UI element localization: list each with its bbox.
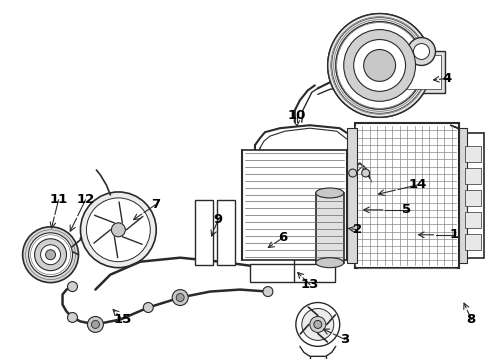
Text: 7: 7 xyxy=(151,198,160,211)
Bar xyxy=(401,55,441,89)
Text: 11: 11 xyxy=(49,193,68,206)
Text: 12: 12 xyxy=(76,193,95,206)
Circle shape xyxy=(314,320,322,328)
Circle shape xyxy=(362,169,369,177)
Circle shape xyxy=(28,233,73,276)
Circle shape xyxy=(87,316,103,332)
Bar xyxy=(466,146,481,162)
Bar xyxy=(242,150,347,260)
Circle shape xyxy=(68,282,77,292)
Circle shape xyxy=(302,309,334,340)
Circle shape xyxy=(354,40,406,91)
Bar xyxy=(463,133,484,258)
Bar xyxy=(250,264,335,282)
Circle shape xyxy=(310,316,326,332)
Bar xyxy=(355,123,460,268)
Ellipse shape xyxy=(316,258,343,268)
Bar xyxy=(466,212,481,228)
Text: 6: 6 xyxy=(278,231,288,244)
Text: 15: 15 xyxy=(113,313,131,326)
Circle shape xyxy=(336,22,423,109)
Bar xyxy=(466,168,481,184)
Circle shape xyxy=(86,198,150,262)
Circle shape xyxy=(296,302,340,346)
Text: 8: 8 xyxy=(467,313,476,326)
Circle shape xyxy=(46,250,55,260)
Circle shape xyxy=(343,30,416,101)
Text: 2: 2 xyxy=(353,223,362,236)
Bar xyxy=(460,128,467,263)
Text: 4: 4 xyxy=(443,72,452,85)
Ellipse shape xyxy=(316,188,343,198)
Circle shape xyxy=(172,289,188,306)
Text: 1: 1 xyxy=(450,228,459,241)
Circle shape xyxy=(143,302,153,312)
Circle shape xyxy=(176,293,184,302)
Bar xyxy=(397,51,445,93)
Bar xyxy=(466,234,481,250)
Circle shape xyxy=(408,37,436,66)
Circle shape xyxy=(263,287,273,297)
Circle shape xyxy=(328,14,432,117)
Text: 10: 10 xyxy=(288,109,306,122)
Bar xyxy=(347,128,357,263)
Text: 5: 5 xyxy=(402,203,411,216)
Bar xyxy=(466,190,481,206)
Circle shape xyxy=(328,14,432,117)
Text: 3: 3 xyxy=(340,333,349,346)
Circle shape xyxy=(349,169,357,177)
Circle shape xyxy=(414,44,429,59)
Circle shape xyxy=(364,50,395,81)
Circle shape xyxy=(80,192,156,268)
Bar xyxy=(316,193,343,263)
Circle shape xyxy=(111,223,125,237)
Bar xyxy=(195,200,213,265)
Bar xyxy=(217,200,235,265)
Text: 9: 9 xyxy=(214,213,222,226)
Circle shape xyxy=(92,320,99,328)
Circle shape xyxy=(23,227,78,283)
Text: 14: 14 xyxy=(408,179,427,192)
Circle shape xyxy=(35,239,67,271)
Circle shape xyxy=(41,245,61,265)
Text: 13: 13 xyxy=(301,278,319,291)
Circle shape xyxy=(68,312,77,323)
